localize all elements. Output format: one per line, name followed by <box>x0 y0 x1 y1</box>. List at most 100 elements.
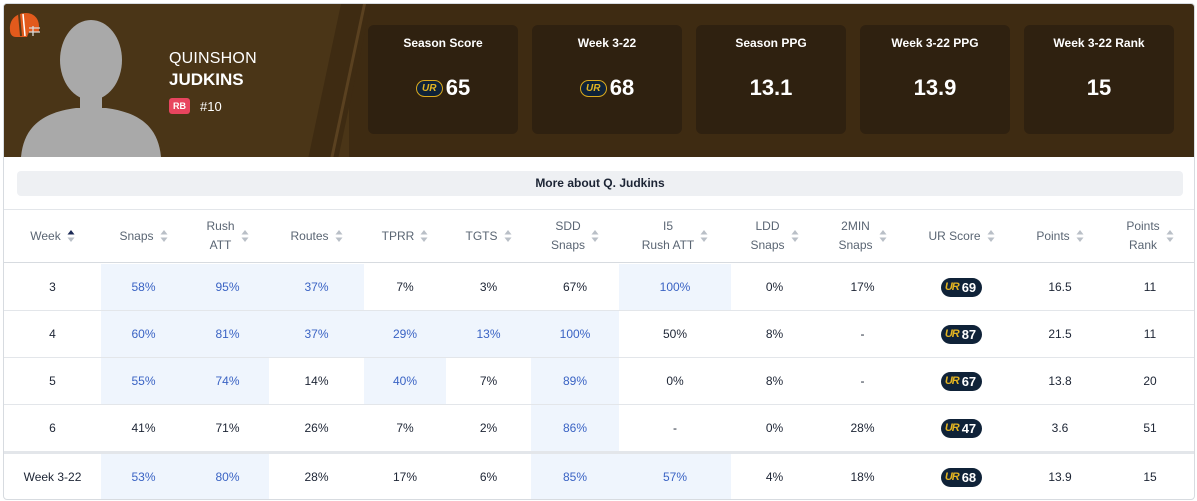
cell-value: 55% <box>131 374 156 388</box>
cell-value: 14% <box>304 374 329 388</box>
column-header[interactable]: Routes <box>269 210 364 262</box>
table-cell: 4% <box>731 454 818 499</box>
header-line: Rush ATT <box>641 238 695 252</box>
cell-value: 3.6 <box>1051 421 1069 435</box>
ur-logo-icon: UR <box>944 471 960 483</box>
cell-value: 8% <box>765 374 784 388</box>
ur-score-value: 69 <box>961 279 977 295</box>
ur-score-value: 68 <box>961 469 977 485</box>
ur-logo-icon: UR <box>944 328 960 340</box>
stat-season-ppg: Season PPG 13.1 <box>696 25 846 134</box>
cell-value: 85% <box>562 470 588 484</box>
column-header[interactable]: TGTS <box>446 210 531 262</box>
stat-value: 13.1 <box>749 75 793 100</box>
stat-label: Season PPG <box>735 36 807 50</box>
row-divider <box>4 357 1194 358</box>
table-cell: 53% <box>101 454 186 499</box>
table-cell: 14% <box>269 358 364 404</box>
table-cell: 7% <box>364 405 446 451</box>
cell-value: 28% <box>304 470 329 484</box>
player-last-name: JUDKINS <box>169 70 244 89</box>
column-header[interactable]: 2MIN Snaps <box>818 210 907 262</box>
stat-week-score: Week 3-22 UR 68 <box>532 25 682 134</box>
table-cell: UR 68 <box>907 454 1016 499</box>
cell-value: 100% <box>559 327 591 341</box>
column-header[interactable]: Snaps <box>101 210 186 262</box>
header-line: Points <box>1126 219 1160 233</box>
ur-score-badge: UR 87 <box>940 324 983 344</box>
header-line: Snaps <box>119 228 154 243</box>
table-cell: 6 <box>4 405 101 451</box>
header-line: SDD <box>555 219 581 233</box>
table-cell: UR 47 <box>907 405 1016 451</box>
column-header-label: Routes <box>290 227 328 246</box>
table-cell: 18% <box>818 454 907 499</box>
sort-icon <box>591 230 599 242</box>
cell-value: 67% <box>562 280 588 294</box>
column-header[interactable]: LDD Snaps <box>731 210 818 262</box>
more-about-player-button[interactable]: More about Q. Judkins <box>17 171 1183 196</box>
cell-value: 74% <box>215 374 240 388</box>
table-cell: 57% <box>619 454 731 499</box>
ur-logo-icon: UR <box>944 281 960 293</box>
row-divider <box>4 404 1194 405</box>
table-cell: UR 69 <box>907 264 1016 310</box>
table-cell: 15 <box>1104 454 1194 499</box>
table-cell: 37% <box>269 311 364 357</box>
ur-logo-icon: UR <box>944 375 960 387</box>
row-divider <box>4 310 1194 311</box>
table-cell: 37% <box>269 264 364 310</box>
table-cell: 2% <box>446 405 531 451</box>
table-cell: 16.5 <box>1016 264 1104 310</box>
column-header[interactable]: I5 Rush ATT <box>619 210 731 262</box>
table-cell: 13.8 <box>1016 358 1104 404</box>
cell-value: 17% <box>392 470 418 484</box>
ur-score-badge: UR 69 <box>940 277 983 297</box>
table-cell: 17% <box>818 264 907 310</box>
cell-value: 58% <box>131 280 156 294</box>
table-cell: 3.6 <box>1016 405 1104 451</box>
header-line: I5 <box>662 219 673 233</box>
cell-value: 0% <box>765 280 784 294</box>
sort-icon <box>1166 230 1174 242</box>
column-header-label: UR Score <box>928 227 980 246</box>
column-header[interactable]: Rush ATT <box>186 210 269 262</box>
header-line: Snaps <box>838 238 873 252</box>
cell-value: 6 <box>49 421 56 435</box>
position-badge: RB <box>169 98 190 114</box>
column-header[interactable]: TPRR <box>364 210 446 262</box>
ur-score-value: 67 <box>961 373 977 389</box>
table-cell: 86% <box>531 405 619 451</box>
table-cell: 51 <box>1104 405 1194 451</box>
row-divider <box>4 451 1194 454</box>
cell-value: 0% <box>765 421 784 435</box>
sort-icon <box>987 230 994 242</box>
column-header[interactable]: Points <box>1016 210 1104 262</box>
table-cell: 71% <box>186 405 269 451</box>
cell-value: 3% <box>479 280 498 294</box>
cell-value: - <box>673 421 677 435</box>
table-cell: 60% <box>101 311 186 357</box>
stat-season-score: Season Score UR 65 <box>368 25 518 134</box>
column-header[interactable]: Week <box>4 210 101 262</box>
header-line: 2MIN <box>841 219 870 233</box>
table-cell: 8% <box>731 311 818 357</box>
header-line: TGTS <box>465 228 498 243</box>
table-cell: 89% <box>531 358 619 404</box>
cell-value: - <box>860 374 865 388</box>
table-cell: 58% <box>101 264 186 310</box>
table-cell: 5 <box>4 358 101 404</box>
cell-value: 0% <box>666 374 684 388</box>
ur-score-badge: UR 67 <box>940 371 983 391</box>
cell-value: 71% <box>215 421 240 435</box>
column-header[interactable]: UR Score <box>907 210 1016 262</box>
stat-value: 65 <box>445 75 471 100</box>
cell-value: 7% <box>396 280 414 294</box>
player-header: QUINSHON JUDKINS RB #10 Season Score UR 6… <box>4 4 1194 157</box>
table-cell: 85% <box>531 454 619 499</box>
column-header[interactable]: Points Rank <box>1104 210 1194 262</box>
cell-value: 37% <box>304 327 329 341</box>
cell-value: 26% <box>304 421 329 435</box>
header-line: TPRR <box>381 228 415 243</box>
column-header[interactable]: SDD Snaps <box>531 210 619 262</box>
